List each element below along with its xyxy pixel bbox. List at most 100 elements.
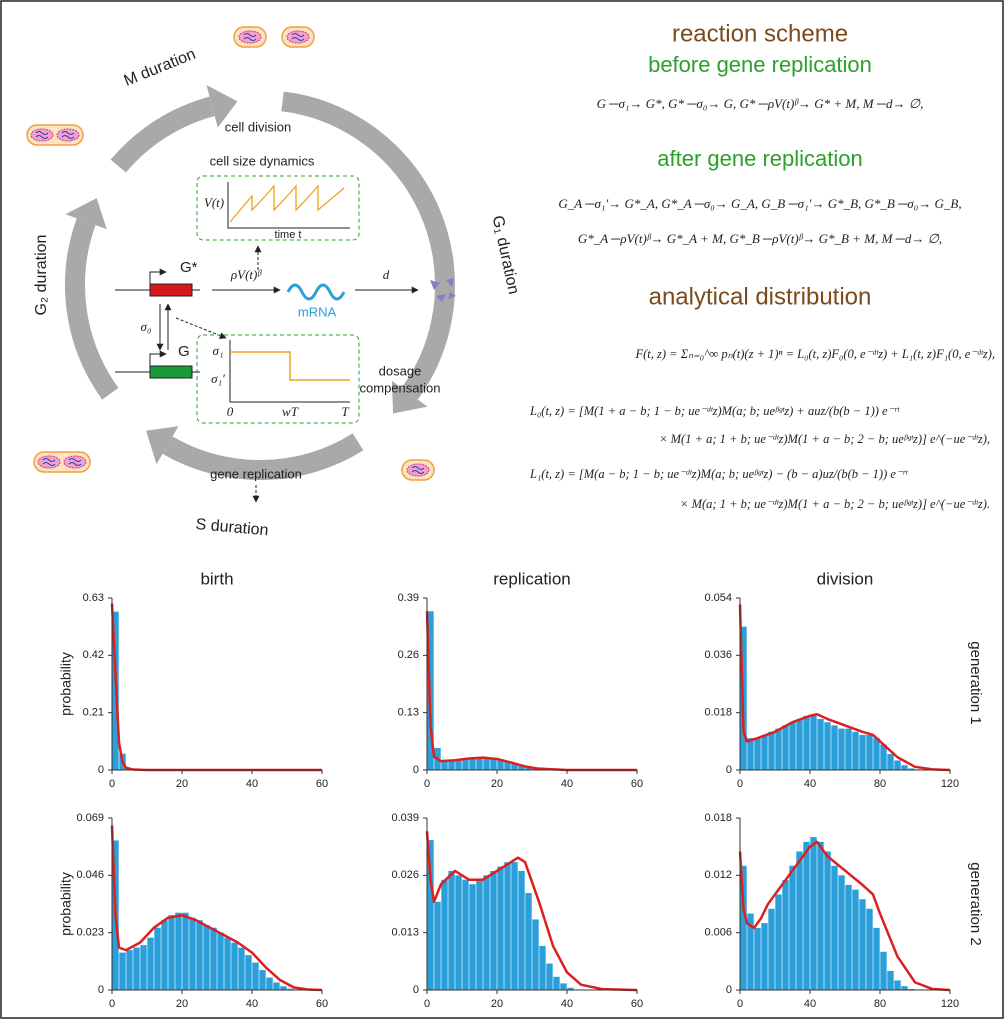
bar: [768, 731, 775, 770]
bar: [469, 758, 476, 770]
mrna-icon: [286, 283, 346, 301]
bar: [455, 875, 462, 990]
heading: before gene replication: [648, 52, 872, 77]
x-tick-label: 20: [176, 778, 188, 790]
bar: [817, 841, 824, 990]
bar: [817, 719, 824, 770]
heading: reaction scheme: [672, 20, 848, 47]
bar: [476, 758, 483, 770]
cycle-arc: [65, 218, 119, 400]
bar: [873, 738, 880, 770]
bar: [838, 875, 845, 990]
x-tick-label: 80: [874, 778, 886, 790]
fit-line: [738, 604, 951, 772]
bar: [866, 734, 873, 770]
fit-line: [425, 611, 637, 772]
phase-label: G₂ duration: [33, 235, 50, 316]
y-tick-label: 0.21: [83, 707, 104, 719]
chart: birth probability 0 0.21 0.42 0.63 0 20 40 60: [58, 569, 328, 789]
nucleus: [37, 455, 61, 469]
inset-box: [196, 334, 360, 424]
x-tick-label: 20: [491, 778, 503, 790]
x-tick-label: 0: [424, 778, 430, 790]
bar: [866, 908, 873, 990]
nucleus: [406, 463, 430, 477]
chart-title: replication: [493, 569, 571, 588]
phase-label: G₁ duration: [489, 214, 522, 296]
bar: [567, 987, 574, 990]
heading: after gene replication: [657, 146, 862, 171]
bar: [887, 754, 894, 770]
label: ρV(t)ᵝ: [230, 267, 262, 282]
x-tick-label: 0: [109, 778, 115, 790]
label: σ₁′: [211, 371, 225, 386]
bar: [845, 884, 852, 990]
label: cell division: [225, 119, 291, 134]
phase-label: M duration: [122, 46, 198, 90]
degraded-icon: [430, 278, 456, 302]
bar: [747, 738, 754, 770]
bar: [810, 715, 817, 770]
nucleus: [30, 128, 54, 142]
bar: [287, 988, 294, 990]
fit-line: [738, 840, 951, 992]
chromosome: [411, 466, 425, 474]
y-tick-label: 0.63: [83, 592, 104, 604]
bar: [259, 970, 266, 990]
y-tick-label: 0: [413, 984, 419, 996]
bar: [789, 865, 796, 990]
inset-box: [196, 175, 360, 241]
label: G: [178, 343, 190, 360]
x-tick-label: 40: [804, 778, 816, 790]
bar: [754, 927, 761, 990]
bar: [504, 862, 511, 990]
y-tick-label: 0: [726, 764, 732, 776]
y-tick-label: 0.023: [76, 927, 104, 939]
equation: × M(1 + a; 1 + b; ue⁻ᵈᵗz)M(1 + a − b; 2 …: [659, 432, 990, 446]
y-tick-label: 0: [98, 984, 104, 996]
fit-line: [110, 603, 322, 772]
bar: [168, 915, 175, 990]
bar: [189, 917, 196, 990]
bar: [518, 870, 525, 990]
label: σ₁: [213, 343, 224, 358]
x-tick-label: 0: [737, 998, 743, 1010]
bar: [831, 865, 838, 990]
bar: [238, 947, 245, 990]
cycle-arrowhead: [391, 380, 428, 414]
bar: [476, 879, 483, 990]
y-tick-label: 0.069: [76, 812, 104, 824]
chart: replication 0 0.13 0.26 0.39 0 20 40 60: [398, 569, 644, 789]
bar: [525, 767, 532, 770]
y-tick-label: 0.26: [398, 649, 419, 661]
row-label: generation 1: [967, 641, 984, 724]
bar: [775, 894, 782, 990]
x-tick-label: 60: [631, 998, 643, 1010]
heading: analytical distribution: [649, 283, 872, 310]
bar: [483, 757, 490, 770]
bar: [789, 722, 796, 770]
bar: [838, 728, 845, 770]
chromosome: [42, 458, 56, 466]
x-tick-label: 40: [246, 778, 258, 790]
promoter: [149, 350, 167, 366]
bar: [483, 875, 490, 990]
nucleus: [63, 455, 87, 469]
y-tick-label: 0.018: [704, 812, 732, 824]
x-tick-label: 0: [737, 778, 743, 790]
gene: [149, 283, 193, 297]
label: d: [383, 267, 390, 282]
bar: [901, 765, 908, 770]
bar: [490, 758, 497, 770]
row-label: generation 2: [967, 862, 984, 945]
equation: L₁(t, z) = [M(a − b; 1 − b; ue⁻ᵈᵗz)M(a; …: [529, 467, 908, 481]
y-tick-label: 0.018: [704, 707, 732, 719]
cycle-arrowhead: [65, 198, 107, 230]
bar: [196, 920, 203, 990]
label: compensation: [360, 380, 441, 395]
cycle-arc: [162, 433, 364, 480]
bar: [761, 923, 768, 990]
bar: [154, 927, 161, 990]
